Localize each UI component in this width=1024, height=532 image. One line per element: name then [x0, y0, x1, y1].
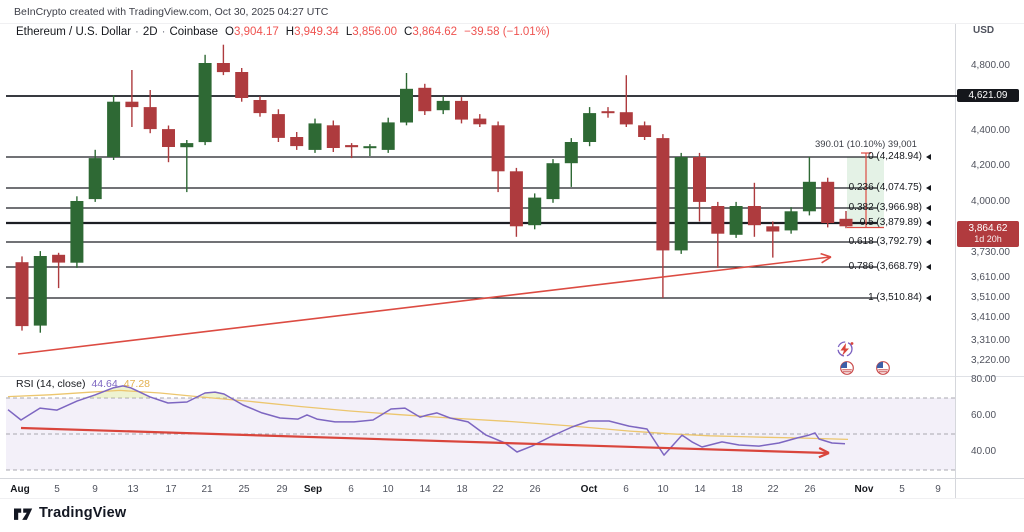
legend-separator: ·: [135, 26, 139, 38]
time-axis-label: Nov: [854, 484, 874, 495]
measure-tool: [847, 152, 884, 229]
rsi-band: [6, 398, 955, 470]
ohlc-values: O3,904.17 H3,949.34 L3,856.00 C3,864.62: [218, 26, 457, 38]
time-axis-label: 29: [276, 484, 288, 495]
time-axis-label: 22: [767, 484, 779, 495]
time-axis-label: 5: [54, 484, 60, 495]
fib-label-marker-icon: [926, 263, 931, 270]
fib-label-marker-icon: [926, 238, 931, 245]
ohlc-key: L: [345, 26, 353, 38]
tradingview-logo-text: TradingView: [39, 505, 127, 521]
fib-label-marker-icon: [926, 184, 931, 191]
time-axis-label: 14: [419, 484, 431, 495]
interval-label[interactable]: 2D: [142, 26, 158, 38]
ohlc-value: 3,904.17: [233, 26, 279, 38]
ohlc-value: 3,856.00: [352, 26, 397, 38]
time-axis-label: 13: [127, 484, 139, 495]
candlesticks: [15, 44, 853, 333]
fib-label-0.236: 0.236 (4,074.75): [849, 182, 931, 193]
time-axis-label: Aug: [10, 484, 30, 495]
ohlc-value: 3,864.62: [412, 26, 458, 38]
change-value: −39.58 (−1.01%): [464, 26, 550, 38]
time-axis-label: 21: [201, 484, 213, 495]
rsi-indicator-legend: RSI (14, close) 44.64 47.28: [16, 378, 150, 390]
time-axis[interactable]: Aug 5 9 13 17 21 25 29 Sep 6 10 14 18 22 26 Oct 6 10 14 18 2…: [0, 481, 955, 499]
fib-label-0.382: 0.382 (3,966.98): [849, 202, 931, 213]
rsi-overbought-fill: [201, 392, 231, 398]
rsi-value: 44.64: [91, 378, 118, 390]
ohlc-key: C: [404, 26, 413, 38]
fib-label-text: 0.382 (3,966.98): [848, 202, 922, 213]
time-axis-label: 9: [935, 484, 941, 495]
rsi-line: [7, 385, 846, 456]
rsi-trendline[interactable]: [20, 426, 830, 459]
rsi-ma-line: [7, 389, 849, 441]
time-axis-label: 10: [657, 484, 669, 495]
time-axis-label: 25: [238, 484, 250, 495]
time-axis-label: 18: [731, 484, 743, 495]
exchange-label: Coinbase: [169, 26, 219, 38]
fib-label-text: 1 (3,510.84): [868, 292, 922, 304]
fib-label-text: 0.236 (4,074.75): [848, 182, 922, 194]
rsi-ma-value: 47.28: [123, 378, 151, 390]
fib-label-1: 1 (3,510.84): [868, 292, 931, 303]
fib-label-0: 0 (4,248.94): [868, 151, 931, 162]
fib-label-text: 0.618 (3,792.79): [848, 236, 922, 248]
tradingview-logo[interactable]: TradingView: [14, 505, 126, 521]
fib-label-0.786: 0.786 (3,668.79): [849, 261, 931, 272]
fib-label-text: 0.5 (3,879.89): [859, 217, 922, 229]
fib-label-0.5: 0.5 (3,879.89): [860, 217, 931, 228]
fib-label-text: 0.786 (3,668.79): [848, 261, 922, 273]
time-axis-label: Sep: [303, 484, 323, 495]
time-axis-label: 5: [899, 484, 905, 495]
event-flag-icon[interactable]: [876, 361, 890, 375]
event-flag-icon[interactable]: [840, 361, 854, 375]
ohlc-key: O: [225, 26, 234, 38]
time-axis-label: 9: [92, 484, 98, 495]
fib-label-marker-icon: [926, 294, 931, 301]
fib-label-text: 0 (4,248.94): [868, 151, 922, 162]
rsi-title[interactable]: RSI (14, close): [16, 378, 86, 390]
time-axis-label: Oct: [580, 484, 598, 495]
time-axis-label: 6: [348, 484, 354, 495]
ohlc-key: H: [285, 26, 295, 38]
legend-separator: ·: [161, 26, 166, 38]
time-axis-label: 18: [456, 484, 468, 495]
tradingview-logo-icon: [14, 508, 33, 520]
fib-label-marker-icon: [926, 219, 931, 226]
time-axis-label: 22: [492, 484, 504, 495]
refresh-bolt-icon[interactable]: [837, 341, 854, 357]
time-axis-label: 26: [529, 484, 541, 495]
watermark-attribution: BeInCrypto created with TradingView.com,…: [14, 6, 329, 18]
fib-label-marker-icon: [926, 153, 931, 160]
time-axis-label: 14: [694, 484, 706, 495]
symbol-title[interactable]: Ethereum / U.S. Dollar: [16, 26, 132, 38]
time-axis-label: 6: [623, 484, 629, 495]
symbol-legend: Ethereum / U.S. Dollar · 2D · Coinbase O3,904…: [16, 26, 550, 38]
fib-label-0.618: 0.618 (3,792.79): [849, 236, 931, 247]
main-trendline[interactable]: [17, 252, 832, 355]
rsi-overbought-fill: [80, 385, 153, 398]
fib-label-marker-icon: [926, 204, 931, 211]
measure-tool-label: 390.01 (10.10%) 39,001: [815, 139, 917, 150]
time-axis-label: 10: [382, 484, 394, 495]
ohlc-value: 3,949.34: [294, 26, 339, 38]
time-axis-label: 26: [804, 484, 816, 495]
time-axis-label: 17: [165, 484, 177, 495]
